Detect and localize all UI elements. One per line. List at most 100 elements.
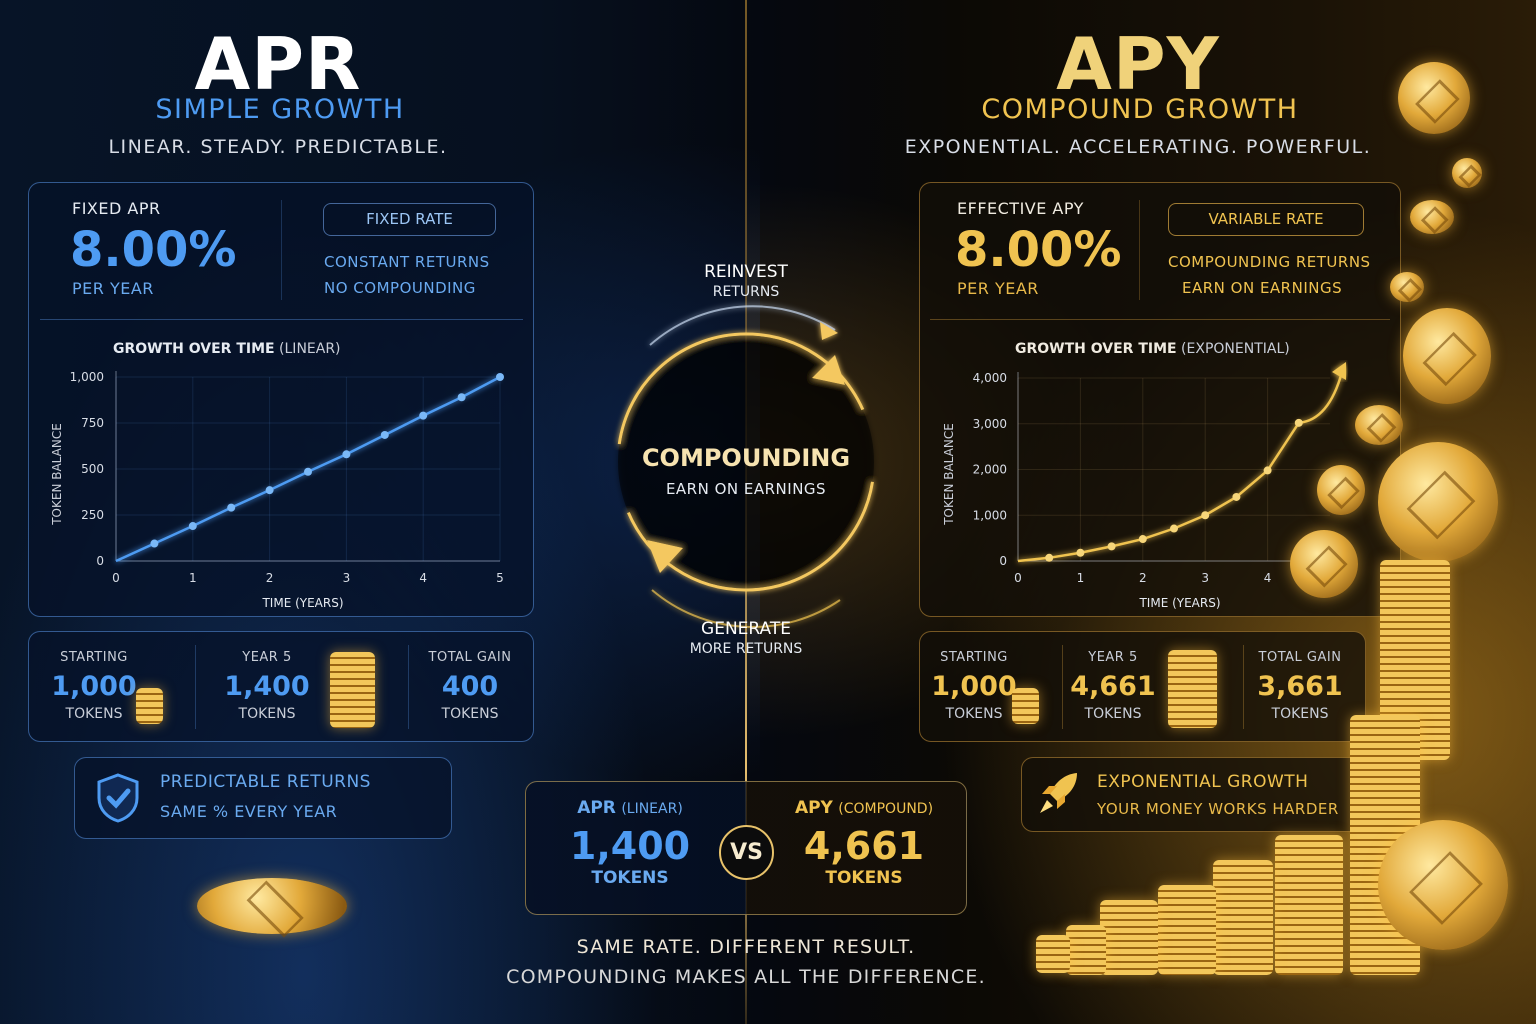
apr-result-unit: TOKENS: [591, 868, 669, 888]
divider: [1243, 645, 1244, 729]
data-point: [1076, 548, 1085, 557]
coin-icon: [1452, 158, 1482, 188]
cycle-center: COMPOUNDING EARN ON EARNINGS: [626, 444, 866, 498]
apr-title: APR: [194, 22, 362, 106]
data-point: [1045, 553, 1054, 562]
stat-unit: TOKENS: [441, 706, 499, 722]
apy-stat-gain: TOTAL GAIN 3,661 TOKENS: [1250, 650, 1350, 722]
apr-chart-title: GROWTH OVER TIME (LINEAR): [113, 341, 341, 357]
cycle-top-label: REINVEST RETURNS: [646, 262, 846, 300]
apy-x-axis-label: TIME (YEARS): [1138, 596, 1220, 610]
compounding-cycle: [616, 305, 876, 629]
x-tick-label: 2: [1139, 571, 1147, 585]
coin-icon: [1390, 272, 1424, 302]
callout-text: SAME % EVERY YEAR: [160, 802, 338, 821]
apy-result-unit: TOKENS: [825, 868, 903, 888]
arrow-head-icon: [1332, 362, 1346, 380]
footer-line2: COMPOUNDING MAKES ALL THE DIFFERENCE.: [506, 966, 986, 988]
data-point: [227, 503, 236, 512]
apy-growth-chart: 0 1,000 2,000 3,000 4,000 0 1 2 3 4: [973, 362, 1346, 585]
apr-stats-card: [28, 631, 534, 742]
data-point: [265, 486, 274, 495]
apy-result-label: APY: [794, 798, 833, 818]
apr-feature: NO COMPOUNDING: [324, 279, 476, 297]
apr-rate-period: PER YEAR: [72, 279, 154, 298]
coin-icon: [197, 878, 347, 934]
apy-result: APY (COMPOUND) 4,661 TOKENS: [774, 798, 954, 888]
divider: [408, 645, 409, 729]
apy-feature: EARN ON EARNINGS: [1182, 279, 1343, 297]
coin-icon: [1398, 62, 1470, 134]
x-tick-label: 4: [1264, 571, 1272, 585]
stat-label: TOTAL GAIN: [428, 650, 512, 665]
apr-result: APR (LINEAR) 1,400 TOKENS: [540, 798, 720, 888]
coin-stack-icon: [330, 652, 375, 728]
apr-result-value: 1,400: [569, 824, 691, 868]
apr-x-axis-label: TIME (YEARS): [261, 596, 343, 610]
divider: [930, 319, 1390, 320]
data-point: [380, 430, 389, 439]
stat-unit: TOKENS: [945, 706, 1003, 722]
coin-stack-icon: [1168, 650, 1217, 728]
cycle-center-text: EARN ON EARNINGS: [665, 480, 827, 498]
coin-stack-icon: [1012, 688, 1039, 724]
divider: [281, 200, 282, 300]
data-point: [1138, 535, 1147, 544]
stat-value: 1,000: [931, 671, 1017, 702]
apy-chart-title: GROWTH OVER TIME (EXPONENTIAL): [1015, 341, 1290, 357]
coin-icon: [1355, 405, 1403, 445]
x-tick-label: 0: [112, 571, 120, 585]
apy-subtitle: COMPOUND GROWTH: [981, 94, 1299, 125]
cycle-bottom-line2: MORE RETURNS: [689, 641, 803, 657]
stat-unit: TOKENS: [238, 706, 296, 722]
cycle-center-title: COMPOUNDING: [641, 444, 851, 472]
stat-label: STARTING: [60, 650, 128, 665]
y-tick-label: 250: [81, 508, 104, 522]
apr-feature: CONSTANT RETURNS: [324, 253, 490, 271]
series-line: [1017, 367, 1345, 563]
y-tick-label: 0: [999, 554, 1007, 568]
coin-stack-icon: [1036, 935, 1070, 973]
coin-stack-icon: [1066, 925, 1106, 975]
x-tick-label: 1: [1077, 571, 1085, 585]
data-point: [496, 373, 504, 381]
cycle-bottom-label: GENERATE MORE RETURNS: [646, 619, 846, 657]
exponential-growth-callout: [1021, 757, 1366, 832]
stat-label: STARTING: [940, 650, 1008, 665]
coin-icon: [1403, 308, 1491, 404]
fixed-rate-badge: FIXED RATE: [323, 203, 496, 236]
stat-label: YEAR 5: [1088, 650, 1138, 665]
outer-arc: [649, 305, 836, 346]
apr-stat-starting: STARTING 1,000 TOKENS: [44, 650, 144, 722]
coin-stack-icon: [1100, 900, 1158, 975]
vs-badge: VS: [719, 825, 774, 880]
arrow-head-icon: [812, 355, 845, 385]
stat-unit: TOKENS: [1084, 706, 1142, 722]
apr-card: [28, 182, 534, 617]
x-tick-label: 1: [189, 571, 197, 585]
y-tick-label: 4,000: [973, 371, 1007, 385]
y-tick-label: 1,000: [973, 508, 1007, 522]
apr-rate-label: FIXED APR: [72, 199, 161, 218]
apr-subtitle: SIMPLE GROWTH: [155, 94, 405, 125]
coin-icon: [1378, 820, 1508, 950]
stat-unit: TOKENS: [65, 706, 123, 722]
coin-stack-icon: [1275, 835, 1343, 975]
arrow-head-icon: [820, 322, 838, 340]
divider: [40, 319, 523, 320]
apr-result-qualifier: (LINEAR): [621, 801, 683, 817]
data-point: [457, 393, 466, 402]
stat-value: 4,661: [1070, 671, 1156, 702]
cycle-top-line2: RETURNS: [712, 284, 780, 300]
x-tick-label: 4: [419, 571, 427, 585]
apy-stats-card: [919, 631, 1366, 742]
apy-rate-value: 8.00%: [955, 222, 1122, 278]
apr-result-label: APR: [577, 798, 616, 818]
callout-title: PREDICTABLE RETURNS: [160, 772, 371, 792]
data-point: [1263, 466, 1272, 475]
data-point: [1201, 511, 1210, 520]
cycle-ring: [616, 332, 876, 592]
y-tick-label: 3,000: [973, 417, 1007, 431]
rocket-icon: [1040, 773, 1077, 813]
